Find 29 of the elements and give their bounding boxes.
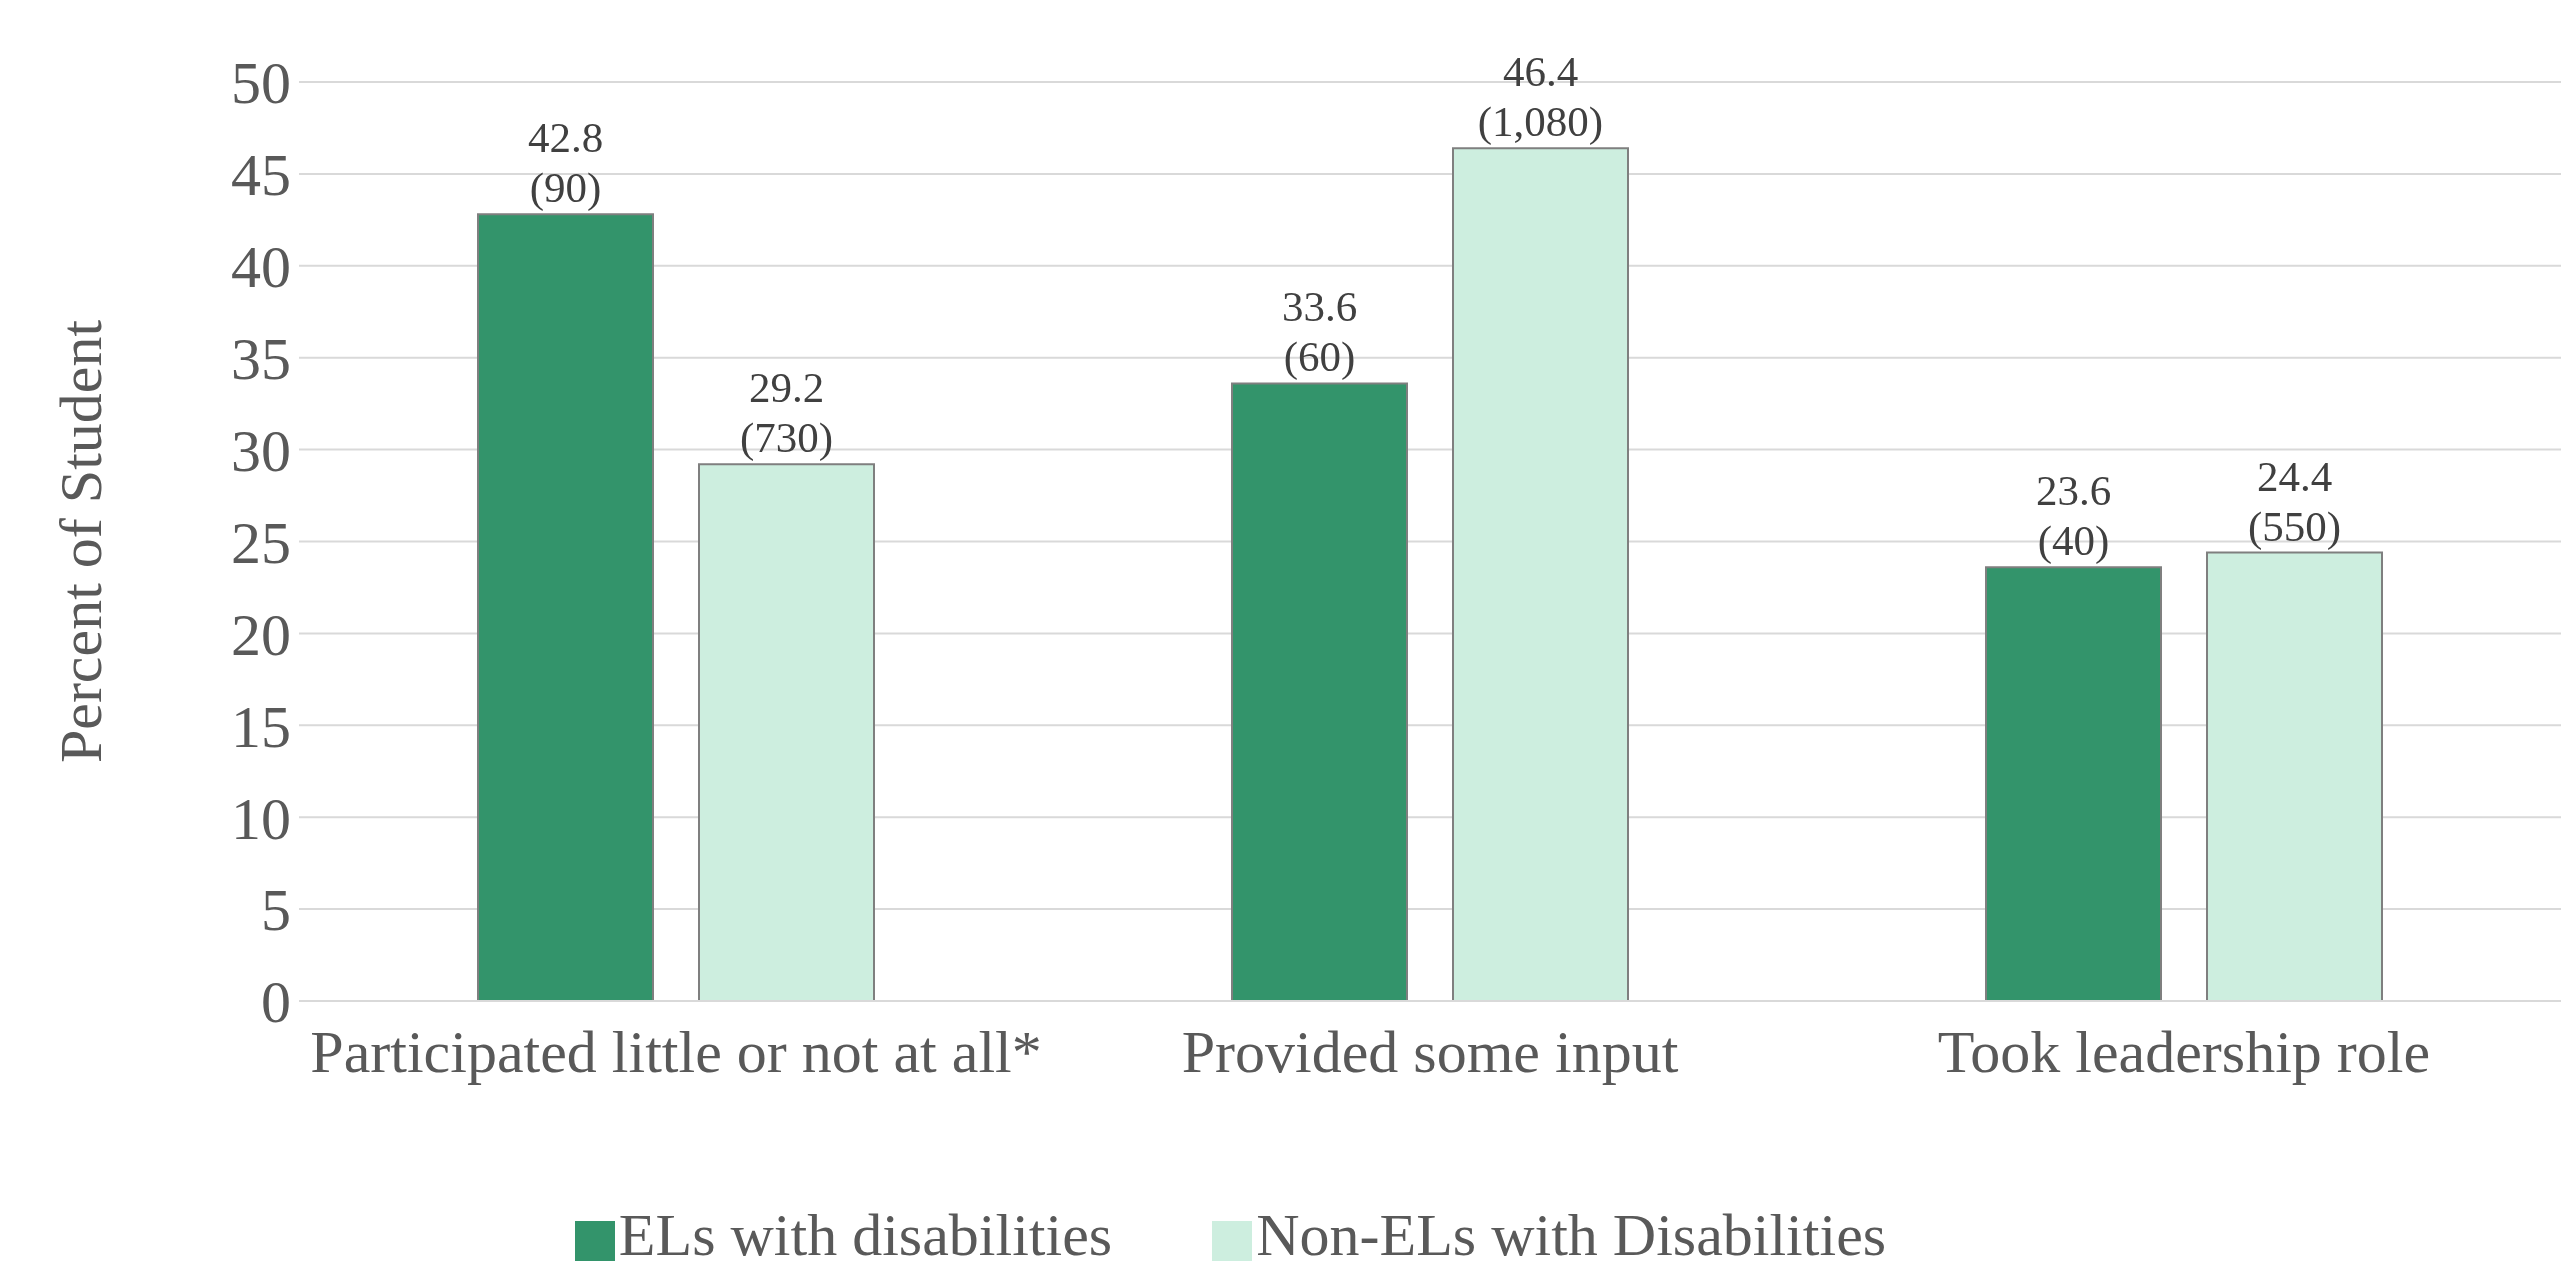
legend-label: ELs with disabilities: [618, 1202, 1113, 1268]
legend-label: Non-ELs with Disabilities: [1256, 1202, 1887, 1268]
y-tick-label: 20: [231, 601, 291, 668]
data-label: 24.4 (550): [2247, 452, 2342, 551]
y-tick-label: 25: [231, 509, 291, 576]
bar: [1231, 382, 1408, 1001]
y-tick-label: 0: [261, 969, 291, 1036]
x-tick-label: Took leadership role: [1937, 1018, 2431, 1085]
y-tick-label: 45: [231, 142, 291, 209]
data-label: 23.6 (40): [2035, 467, 2112, 566]
y-tick-label: 10: [231, 785, 291, 852]
bar: [1452, 147, 1629, 1001]
bar: [2206, 551, 2383, 1001]
y-tick-label: 5: [261, 877, 291, 944]
y-tick-label: 35: [231, 326, 291, 392]
bar: [477, 213, 654, 1001]
x-tick-label: Participated little or not at all*: [310, 1018, 1042, 1085]
y-tick-label: 40: [231, 234, 291, 301]
data-label: 33.6 (60): [1281, 283, 1358, 382]
data-label: 42.8 (90): [527, 114, 604, 213]
y-tick-label: 50: [231, 50, 291, 117]
y-axis-title: Percent of Student: [48, 319, 115, 764]
y-tick-label: 30: [231, 417, 291, 484]
data-label: 29.2 (730): [739, 364, 834, 463]
x-tick-label: Provided some input: [1181, 1018, 1679, 1085]
bar: [698, 463, 875, 1001]
bar: [1985, 566, 2162, 1001]
data-label: 46.4 (1,080): [1477, 48, 1604, 147]
y-tick-label: 15: [231, 693, 291, 760]
